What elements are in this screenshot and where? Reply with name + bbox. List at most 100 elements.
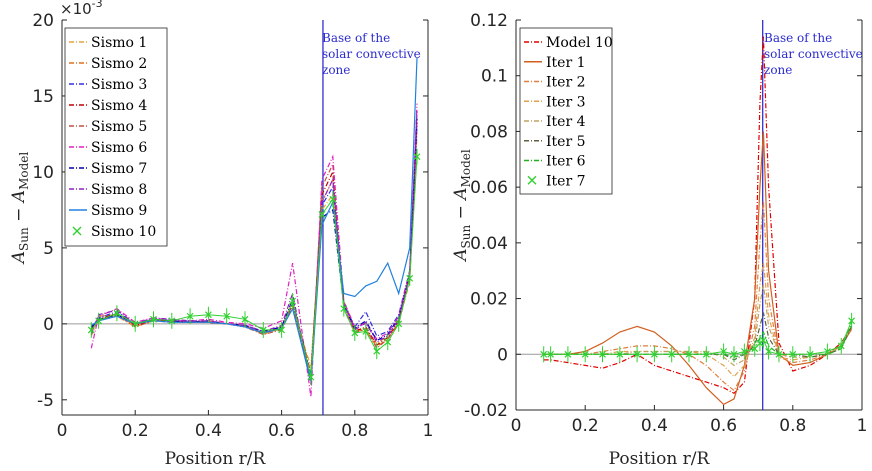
- data-point: [351, 329, 359, 337]
- legend-box: [519, 27, 613, 195]
- y-tick-label: -0.02: [464, 401, 508, 421]
- series-line: [543, 262, 853, 378]
- convective-zone-annotation: Base of the: [322, 31, 390, 45]
- data-point: [616, 350, 624, 358]
- data-point: [318, 211, 326, 218]
- y-tick-label: 0: [497, 345, 508, 365]
- data-point: [278, 326, 286, 334]
- y-axis-label: ASun − AModel: [451, 149, 473, 263]
- convective-zone-annotation: zone: [764, 63, 792, 77]
- data-point: [204, 311, 212, 319]
- data-point: [564, 350, 572, 358]
- x-axis-label: Position r/R: [609, 449, 711, 469]
- data-point: [150, 315, 157, 323]
- legend-marker: [527, 175, 537, 185]
- x-tick-label: 0: [511, 416, 522, 436]
- series-line: [90, 57, 418, 382]
- data-point: [289, 297, 297, 305]
- y-tick-label: 0: [43, 315, 54, 335]
- data-point: [95, 317, 103, 325]
- legend-label: Sismo 9: [91, 203, 147, 219]
- y-tick-label: 5: [43, 239, 54, 259]
- x-tick-label: 0.2: [572, 416, 599, 436]
- y-tick-label: 0.1: [481, 67, 508, 87]
- data-point: [751, 345, 759, 353]
- legend-label: Sismo 3: [91, 77, 147, 93]
- x-tick-label: 0.4: [195, 421, 222, 441]
- x-tick-label: 1: [423, 421, 434, 441]
- data-point: [775, 350, 783, 358]
- x-tick-label: 1: [857, 416, 868, 436]
- data-point: [186, 312, 194, 320]
- data-point: [702, 350, 710, 358]
- series-line: [543, 320, 853, 355]
- data-point: [406, 274, 414, 282]
- data-point: [599, 350, 606, 358]
- data-point: [168, 317, 176, 325]
- x-tick-label: 0.2: [122, 421, 149, 441]
- data-point: [373, 347, 381, 355]
- data-point: [223, 312, 231, 320]
- x-tick-label: 0: [57, 421, 68, 441]
- data-point: [730, 350, 738, 358]
- data-point: [113, 309, 121, 317]
- chart-panel-right: 0 0.2 0.4 0.6 0.8 1-0.0200.020.040.060.080.10…: [451, 11, 867, 469]
- data-point: [789, 350, 797, 358]
- legend-label: Iter 2: [546, 75, 586, 91]
- series-line: [90, 118, 418, 378]
- y-tick-label: 10: [32, 163, 54, 183]
- series-line: [90, 118, 418, 379]
- data-point: [307, 373, 315, 381]
- data-point: [87, 326, 95, 334]
- data-point: [547, 350, 555, 358]
- legend-label: Model 10: [546, 35, 613, 51]
- legend-marker: [72, 226, 82, 236]
- convective-zone-annotation: Base of the: [764, 31, 832, 45]
- legend-label: Sismo 4: [91, 98, 147, 114]
- data-point: [848, 317, 856, 325]
- y-tick-label: 0.02: [470, 290, 508, 310]
- y-tick-label: 0.08: [470, 122, 508, 142]
- y-tick-label: 15: [32, 87, 54, 107]
- data-point: [806, 350, 814, 358]
- convective-zone-annotation: solar convective: [764, 47, 863, 61]
- y-tick-label: 0.04: [470, 234, 508, 254]
- series-line: [543, 201, 853, 392]
- x-tick-label: 0.6: [268, 421, 295, 441]
- data-point: [413, 153, 421, 161]
- y-tick-label: -5: [37, 391, 54, 411]
- data-point: [650, 350, 658, 358]
- data-point: [823, 348, 831, 355]
- data-point: [540, 350, 548, 358]
- data-point: [740, 348, 748, 355]
- data-point: [340, 305, 348, 313]
- series-group: [87, 57, 421, 397]
- convective-zone-annotation: solar convective: [322, 47, 421, 61]
- y-multiplier: ×10-3: [60, 0, 103, 18]
- data-point: [668, 350, 676, 358]
- series-line: [543, 131, 853, 406]
- legend-label: Sismo 10: [91, 224, 156, 240]
- y-tick-label: 0.12: [470, 11, 508, 31]
- data-point: [765, 348, 773, 355]
- legend-label: Iter 7: [546, 173, 586, 189]
- x-tick-label: 0.6: [710, 416, 737, 436]
- data-point: [633, 350, 641, 358]
- x-tick-label: 0.8: [779, 416, 806, 436]
- legend-label: Iter 4: [546, 114, 586, 130]
- series-line: [90, 126, 418, 376]
- data-point: [685, 350, 693, 358]
- series-line: [543, 36, 853, 395]
- data-point: [395, 320, 403, 328]
- legend-label: Iter 5: [546, 134, 586, 150]
- data-point: [259, 326, 267, 334]
- x-axis-label: Position r/R: [165, 449, 267, 469]
- data-point: [329, 195, 337, 203]
- y-tick-label: 0.06: [470, 178, 508, 198]
- legend-label: Sismo 8: [91, 182, 147, 198]
- series-line: [90, 103, 418, 397]
- series-group: [540, 36, 856, 406]
- data-point: [384, 338, 392, 346]
